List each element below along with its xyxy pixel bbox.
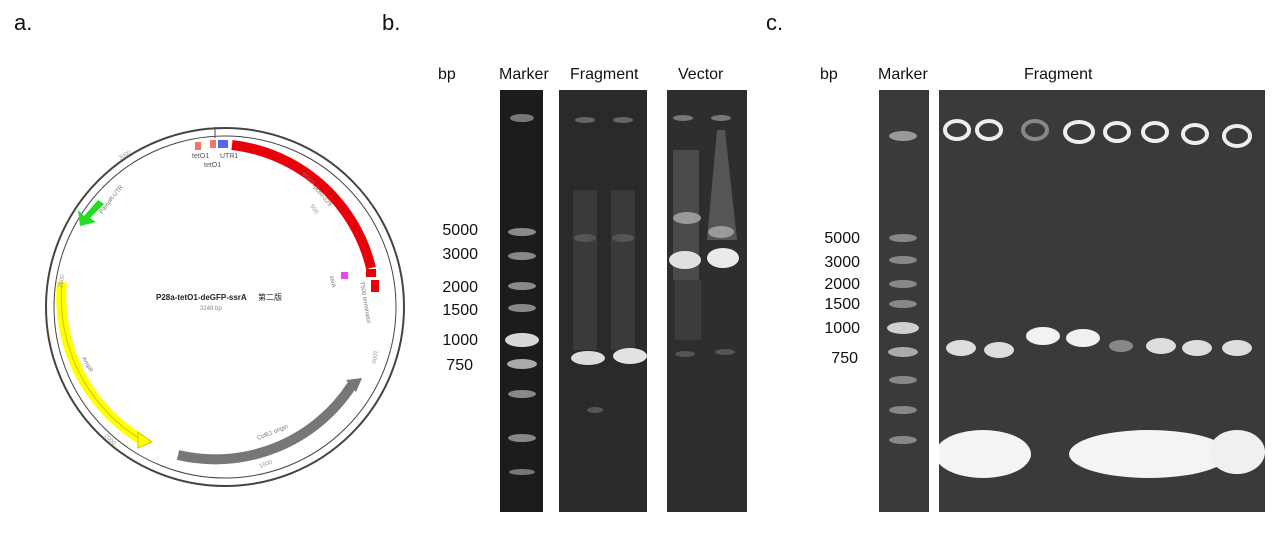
gel-b-vector-bands [669,115,739,357]
gel-b-bp-header: bp [438,66,456,83]
ampr-arrowhead [137,431,154,449]
ampr-arc-outline [60,281,143,441]
gel-b-size-1000: 1000 [442,332,478,349]
plasmid-name: P28a-tetO1-deGFP-ssrA [156,293,247,302]
panel-label-a: a. [14,10,33,35]
ssra-box [341,272,348,279]
gel-c-size-1000: 1000 [824,320,860,337]
teto1-box-a [195,142,201,150]
gel-b-size-3000: 3000 [442,246,478,263]
gel-c-size-750: 750 [831,350,858,367]
label-utr1: UTR1 [220,153,238,160]
gel-b-marker-label: Marker [499,66,549,83]
tick-2500: 2500 [58,274,66,289]
plasmid-inner-ring [53,135,397,479]
colei-arrowhead [346,378,362,392]
gel-b-vector-label: Vector [678,66,724,83]
pampr-arrow [78,200,104,226]
gel-c-marker-label: Marker [878,66,928,83]
degfp-arrowhead [366,269,376,277]
plasmid-outer-ring [45,127,405,487]
label-teto1-b: tetO1 [204,162,221,169]
gel-c-fragment-lane [939,90,1265,512]
gel-b-fragment-bands [571,117,647,413]
utr1-box [218,140,228,148]
gel-c-fragment-bands [939,119,1265,478]
gel-b-marker-bands [505,114,539,475]
plasmid-map: tetO1 UTR1 tetO1 eGFP-pcbv-229 T500 term… [45,127,405,487]
gel-b-size-750: 750 [446,357,473,374]
gel-c-marker-lane [879,90,929,512]
gel-b-size-2000: 2000 [442,279,478,296]
degfp-arc [231,140,376,270]
gel-c-size-2000: 2000 [824,276,860,293]
gel-b-fragment-lane [559,90,647,512]
gel-b-fragment-label: Fragment [570,66,639,83]
gel-c-fragment-label: Fragment [1024,66,1093,83]
gel-b-marker-lane [500,90,543,512]
gel-c-bp-header: bp [820,66,838,83]
panel-label-c: c. [766,10,784,35]
gel-b-size-1500: 1500 [442,302,478,319]
gel-c-size-3000: 3000 [824,254,860,271]
t500-terminator-box [371,280,379,292]
teto1-box-b [210,140,216,148]
gel-b-vector-lane [667,90,747,512]
tick-1000: 1000 [370,350,378,365]
gel-c-size-1500: 1500 [824,296,860,313]
tick-1500: 1500 [259,459,274,469]
label-teto1-a: tetO1 [192,153,209,160]
colei-arc [176,382,357,465]
gel-c-marker-bands [887,131,919,444]
tick-500: 500 [308,204,319,216]
panel-label-b: b. [382,10,401,35]
plasmid-name-suffix: 第二版 [258,292,282,302]
label-ssra: ssrA [328,275,336,288]
gel-b-size-5000: 5000 [442,222,478,239]
plasmid-size: 3248 bp [200,306,222,312]
gel-c-size-5000: 5000 [824,230,860,247]
